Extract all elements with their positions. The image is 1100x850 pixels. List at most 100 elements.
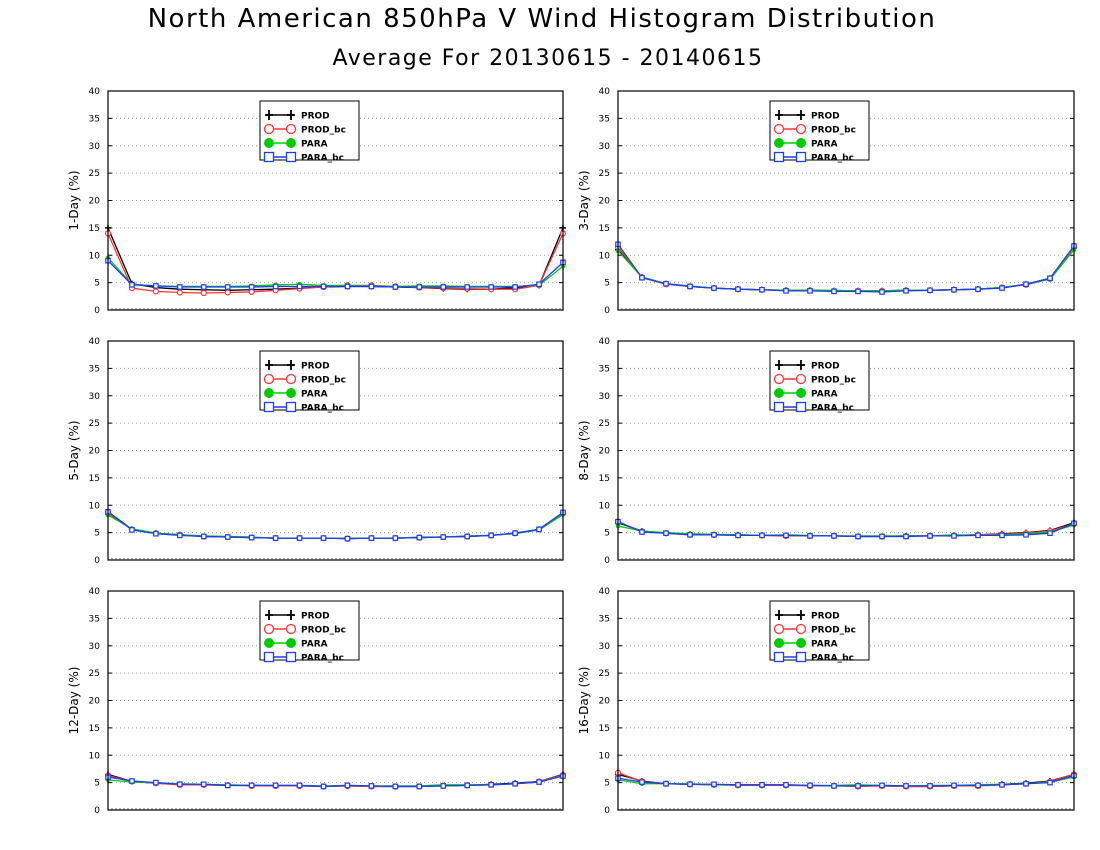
point-para-bc bbox=[855, 288, 861, 295]
point-para-bc bbox=[783, 782, 789, 788]
plot-frame bbox=[617, 340, 1075, 561]
legend: PROD PROD_bc PARA PARA_bc bbox=[259, 100, 360, 164]
y-tick-label: 10 bbox=[89, 251, 101, 261]
legend-marker bbox=[285, 151, 297, 163]
legend-marker bbox=[796, 638, 806, 648]
point-para-bc bbox=[368, 283, 375, 290]
point-para-bc bbox=[248, 782, 255, 789]
point-para-bc bbox=[296, 782, 303, 789]
point-para-bc bbox=[464, 284, 471, 290]
y-tick-label: 20 bbox=[89, 447, 101, 457]
point-para-bc bbox=[1023, 780, 1029, 787]
legend-label-prod: PROD bbox=[301, 612, 330, 622]
y-tick-label: 20 bbox=[89, 697, 101, 707]
y-tick-label: 20 bbox=[599, 697, 611, 707]
point-para-bc bbox=[927, 287, 933, 294]
legend-label-para-bc: PARA_bc bbox=[301, 154, 344, 164]
legend-marker bbox=[773, 623, 785, 635]
point-para-bc bbox=[1023, 281, 1029, 288]
point-para-bc bbox=[711, 285, 717, 291]
point-para-bc bbox=[735, 532, 741, 539]
y-tick-label: 30 bbox=[89, 392, 101, 402]
y-tick-label: 20 bbox=[89, 197, 101, 207]
point-para-bc bbox=[272, 535, 279, 541]
point-para-bc bbox=[464, 782, 471, 789]
legend-box bbox=[769, 600, 870, 661]
chart-title: North American 850hPa V Wind Histogram D… bbox=[147, 4, 937, 34]
legend-box bbox=[259, 600, 360, 661]
y-tick-label: 25 bbox=[599, 419, 610, 429]
y-tick-label: 15 bbox=[89, 224, 100, 234]
point-para-bc bbox=[1023, 532, 1029, 538]
legend: PROD PROD_bc PARA PARA_bc bbox=[259, 350, 360, 414]
y-axis-label: 8-Day (%) bbox=[577, 420, 591, 480]
legend-label-para-bc: PARA_bc bbox=[301, 404, 344, 414]
point-para-bc bbox=[296, 283, 303, 290]
point-para-bc bbox=[663, 280, 669, 287]
point-para-bc bbox=[416, 534, 423, 541]
legend-marker bbox=[286, 638, 296, 648]
legend-marker bbox=[285, 651, 297, 663]
legend-marker bbox=[796, 138, 806, 148]
point-para-bc bbox=[129, 778, 135, 784]
y-tick-label: 5 bbox=[94, 529, 100, 539]
y-tick-label: 0 bbox=[94, 806, 100, 816]
point-para-bc bbox=[879, 782, 885, 789]
point-para-bc bbox=[903, 533, 909, 540]
point-para-bc bbox=[129, 527, 135, 533]
point-para-bc bbox=[296, 535, 303, 541]
point-para-bc bbox=[1047, 530, 1053, 536]
legend-marker bbox=[773, 151, 785, 163]
point-para-bc bbox=[177, 781, 183, 788]
legend-label-prod: PROD bbox=[811, 362, 840, 372]
point-para-bc bbox=[200, 781, 207, 788]
y-tick-label: 0 bbox=[604, 806, 610, 816]
legend: PROD PROD_bc PARA PARA_bc bbox=[259, 600, 360, 664]
y-tick-label: 15 bbox=[599, 474, 610, 484]
y-axis-label: 12-Day (%) bbox=[67, 667, 81, 735]
series-line-para-bc bbox=[107, 775, 564, 788]
legend-label-prod-bc: PROD_bc bbox=[301, 376, 346, 386]
y-tick-label: 10 bbox=[89, 501, 101, 511]
series-line-para-bc bbox=[107, 511, 564, 540]
legend: PROD PROD_bc PARA PARA_bc bbox=[769, 350, 870, 414]
point-para-bc bbox=[879, 533, 885, 540]
point-para-bc bbox=[831, 783, 837, 789]
point-prod-bc bbox=[200, 289, 207, 297]
point-prod-bc bbox=[152, 288, 159, 295]
point-para-bc bbox=[831, 288, 837, 295]
legend-marker bbox=[773, 123, 785, 135]
point-para-bc bbox=[368, 783, 375, 789]
legend-label-para-bc: PARA_bc bbox=[811, 404, 854, 414]
point-para-bc bbox=[440, 783, 447, 789]
legend-marker bbox=[263, 151, 275, 163]
point-para-bc bbox=[663, 780, 669, 787]
legend-marker bbox=[285, 623, 297, 635]
point-para-bc bbox=[735, 782, 741, 788]
panel-6: 0 5 10 15 20 25 30 35 40 16-Day (%) PROD PROD_bc PAR… bbox=[577, 587, 1078, 816]
legend-marker bbox=[263, 623, 275, 635]
legend-label-prod-bc: PROD_bc bbox=[811, 126, 856, 136]
point-para-bc bbox=[1047, 779, 1053, 786]
legend: PROD PROD_bc PARA PARA_bc bbox=[769, 600, 870, 664]
plot-frame bbox=[107, 340, 564, 561]
legend-marker bbox=[795, 651, 807, 663]
point-para-bc bbox=[344, 782, 351, 789]
chart-subtitle: Average For 20130615 - 20140615 bbox=[332, 46, 764, 71]
legend-marker bbox=[285, 123, 297, 135]
y-tick-label: 0 bbox=[94, 306, 100, 316]
legend-marker bbox=[286, 388, 296, 398]
legend-marker bbox=[795, 623, 807, 635]
legend: PROD PROD_bc PARA PARA_bc bbox=[769, 100, 870, 164]
point-para-bc bbox=[999, 532, 1005, 539]
legend-marker bbox=[264, 388, 274, 398]
y-tick-label: 20 bbox=[599, 447, 611, 457]
y-axis-label: 16-Day (%) bbox=[577, 667, 591, 735]
y-tick-label: 35 bbox=[599, 364, 610, 374]
legend-box bbox=[769, 350, 870, 411]
point-para-bc bbox=[783, 532, 789, 539]
legend-label-prod-bc: PROD_bc bbox=[811, 626, 856, 636]
point-para-bc bbox=[536, 526, 542, 533]
y-tick-label: 10 bbox=[599, 251, 611, 261]
series-line-para bbox=[617, 249, 1075, 292]
